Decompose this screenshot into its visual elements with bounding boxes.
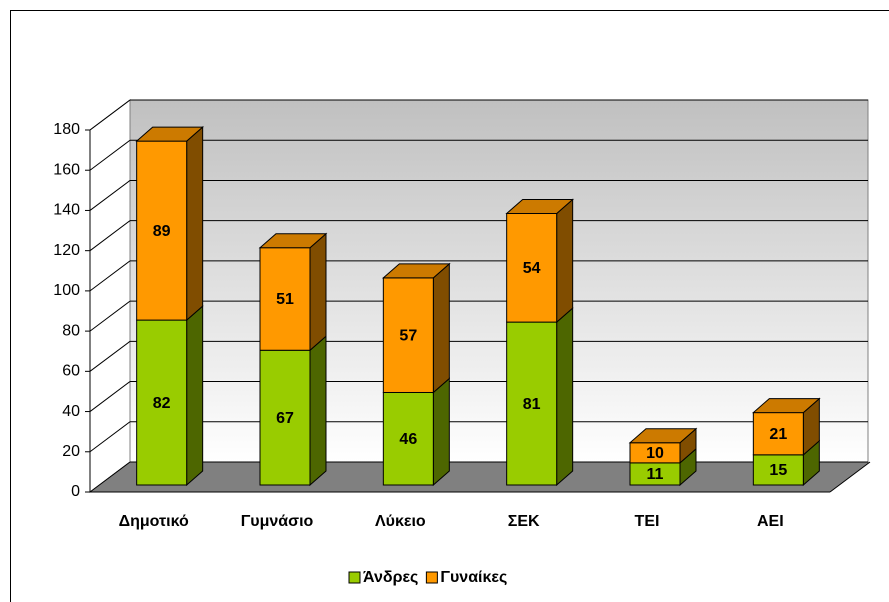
bar	[382, 391, 434, 486]
bar	[752, 412, 804, 456]
bar-top	[505, 199, 574, 214]
y-tick-label: 20	[62, 443, 80, 460]
grid-line	[89, 421, 131, 453]
x-tick-label: Δημοτικό	[119, 513, 189, 530]
x-tick-label: Γυμνάσιο	[241, 513, 314, 530]
bar	[136, 319, 188, 486]
bar	[506, 213, 558, 323]
bar-side	[309, 335, 327, 487]
data-label: 21	[769, 426, 787, 443]
bar-side	[556, 198, 574, 324]
grid-line	[89, 180, 131, 211]
x-tick-label: ΑΕΙ	[757, 513, 784, 530]
y-tick-label: 140	[53, 202, 80, 219]
grid-line	[89, 220, 131, 252]
bar-top	[382, 263, 451, 279]
grid-line	[89, 99, 131, 131]
data-label: 51	[276, 291, 294, 308]
data-label: 89	[153, 223, 171, 240]
bar-side	[556, 306, 574, 487]
data-label: 15	[769, 462, 787, 479]
x-tick-label: ΣΕΚ	[508, 513, 540, 530]
bar-side	[186, 125, 204, 322]
data-label: 10	[646, 445, 664, 462]
data-label: 67	[276, 410, 294, 427]
y-tick-label: 80	[62, 322, 80, 339]
side-wall	[89, 99, 131, 493]
bar	[382, 277, 434, 393]
bar	[506, 321, 558, 486]
x-tick-label: Λύκειο	[375, 513, 426, 530]
bar-top	[135, 126, 204, 142]
legend-label: Γυναίκες	[440, 569, 507, 586]
y-tick-label: 0	[71, 483, 80, 500]
grid-line	[89, 139, 131, 171]
bar-side	[309, 232, 327, 352]
grid-line	[89, 381, 131, 412]
back-wall	[129, 99, 869, 463]
y-tick-label: 160	[53, 161, 80, 178]
bar	[259, 349, 311, 486]
data-label: 54	[523, 260, 541, 277]
bar-top	[258, 233, 328, 249]
y-tick-label: 60	[62, 363, 80, 380]
bar	[259, 247, 311, 351]
legend-swatch	[348, 571, 361, 584]
bar-side	[432, 377, 450, 487]
x-tick-label: ΤΕΙ	[635, 513, 660, 530]
grid-line	[89, 340, 131, 372]
bar-side	[432, 262, 450, 394]
y-tick-label: 100	[53, 282, 80, 299]
bar-top	[628, 428, 698, 444]
grid-line	[89, 300, 131, 332]
data-label: 81	[523, 396, 541, 413]
y-tick-label: 40	[62, 403, 80, 420]
bar-top	[752, 398, 821, 414]
data-label: 82	[153, 395, 171, 412]
data-label: 11	[647, 466, 664, 483]
grid-line	[89, 260, 131, 292]
y-tick-label: 180	[53, 121, 80, 138]
grid-line	[89, 461, 131, 493]
data-label: 46	[399, 431, 417, 448]
bar-side	[186, 304, 204, 487]
legend-label: Άνδρες	[363, 569, 418, 586]
legend-swatch	[425, 571, 438, 584]
data-label: 57	[399, 327, 417, 344]
floor-edge	[829, 461, 871, 493]
bar	[136, 140, 188, 321]
y-tick-label: 120	[53, 242, 80, 259]
